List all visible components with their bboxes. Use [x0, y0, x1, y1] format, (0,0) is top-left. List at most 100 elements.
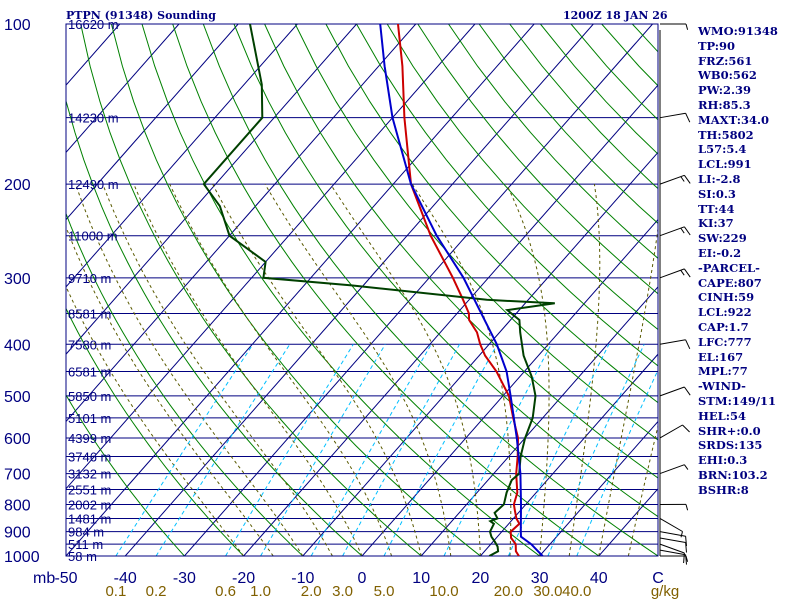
pressure-tick-label: 200 [4, 177, 31, 194]
height-label: 511 m [68, 537, 103, 552]
isotherm-line [66, 24, 476, 490]
temperature-tick-label: 10 [412, 570, 430, 587]
dry-adiabat-line [141, 24, 540, 556]
index-item: EHI:0.3 [698, 453, 748, 468]
mixing-ratio-label: 30.0 [533, 583, 562, 600]
dry-adiabat-line [66, 212, 304, 556]
index-item: FRZ:561 [698, 53, 753, 68]
height-label: 5101 m [68, 411, 111, 426]
pressure-tick-label: 500 [4, 389, 31, 406]
mixing-ratio-label: 0.1 [105, 583, 126, 600]
index-item: SHR+:0.0 [698, 423, 761, 438]
isotherm-line [66, 24, 239, 221]
mixing-ratio-label: 1.0 [250, 583, 271, 600]
pressure-tick-label: 800 [4, 497, 31, 514]
grid-lines [66, 24, 658, 556]
height-label: 2002 m [68, 497, 111, 512]
moist-adiabat-line [627, 424, 658, 556]
valid-time: 1200Z 18 JAN 26 [563, 9, 668, 22]
index-item: SRDS:135 [698, 438, 763, 453]
height-label: 58 m [68, 549, 97, 564]
index-item: STM:149/11 [698, 393, 777, 408]
mixing-ratio-line [507, 344, 610, 556]
height-label: 8581 m [68, 306, 111, 321]
dry-adiabat-line [294, 24, 658, 441]
height-label: 14230 m [68, 111, 119, 126]
moist-adiabat-line [102, 183, 333, 556]
pressure-tick-label: 900 [4, 525, 31, 542]
index-item: MAXT:34.0 [698, 112, 769, 127]
moist-adiabat-line [133, 183, 363, 556]
moist-adiabat-line [169, 183, 393, 556]
dry-adiabat-line [66, 98, 363, 556]
height-label: 9710 m [68, 271, 111, 286]
pressure-tick-label: 400 [4, 337, 31, 354]
index-item: CINH:59 [698, 290, 755, 305]
temperature-tick-label: 40 [590, 570, 608, 587]
mixing-ratio-label: g/kg [651, 583, 679, 600]
height-label: 7580 m [68, 337, 111, 352]
pressure-tick-label: 300 [4, 271, 31, 288]
temperature-tick-label: -40 [114, 570, 137, 587]
wind-barb [659, 549, 687, 565]
height-label: 984 m [68, 525, 104, 540]
isotherm-line [539, 420, 658, 556]
index-item: CAPE:807 [698, 275, 762, 290]
dry-adiabat-line [356, 24, 658, 367]
mixing-ratio-label: 10.0 [429, 583, 458, 600]
mixing-ratio-line [342, 344, 461, 556]
mixing-ratio-label: 0.2 [146, 583, 167, 600]
index-item: L57:5.4 [698, 142, 747, 157]
wind-barb [659, 386, 691, 397]
index-item: CAP:1.7 [698, 319, 749, 334]
wind-barb [659, 268, 691, 279]
wind-barb [659, 424, 690, 439]
moist-adiabat-line [264, 183, 452, 556]
wind-barb [659, 543, 685, 564]
dewpoint-line [202, 24, 555, 556]
index-item: PW:2.39 [698, 83, 752, 98]
temperature-line [397, 24, 521, 556]
dry-adiabat-line [66, 394, 185, 556]
mixing-ratio-label: 2.0 [301, 583, 322, 600]
height-label: 6581 m [68, 365, 111, 380]
moist-adiabat-line [66, 285, 245, 556]
index-item: EL:167 [698, 349, 744, 364]
dry-adiabat-line [417, 24, 658, 295]
wind-barb [659, 503, 689, 511]
temperature-tick-label: 0 [358, 570, 367, 587]
isotherm-line [243, 84, 658, 556]
height-label: 4399 m [68, 431, 111, 446]
wind-barbs [659, 23, 691, 565]
series-clip [202, 24, 555, 556]
dry-adiabat-line [325, 24, 658, 404]
temperature-tick-label: -20 [232, 570, 255, 587]
height-label: 5850 m [68, 389, 111, 404]
mixing-ratio-line [383, 344, 498, 556]
index-item: TH:5802 [698, 127, 754, 142]
temperature-tick-label: -30 [173, 570, 196, 587]
temperature-tick-label: C [652, 570, 664, 587]
mixing-ratio-label: 3.0 [332, 583, 353, 600]
moist-adiabat-line [66, 225, 274, 556]
height-label: 3132 m [68, 467, 111, 482]
temperature-tick-label: -10 [291, 570, 314, 587]
dry-adiabat-line [110, 24, 481, 556]
wind-barb [659, 518, 683, 538]
temperature-tick-label: -50 [54, 570, 77, 587]
mixing-ratio-label: 5.0 [374, 583, 395, 600]
mixing-ratio-label: 0.6 [215, 583, 236, 600]
wind-barb [659, 537, 687, 553]
isotherm-line [66, 24, 357, 355]
moist-adiabat-line [506, 183, 550, 556]
index-item: LCL:991 [698, 157, 752, 172]
parcel-line [379, 24, 544, 556]
isotherm-line [420, 286, 658, 556]
index-item: WMO:91348 [698, 24, 778, 38]
chart-grid [65, 23, 659, 557]
moist-adiabat-line [75, 183, 304, 556]
height-label: 12490 m [68, 177, 119, 192]
isotherm-line [124, 24, 594, 556]
